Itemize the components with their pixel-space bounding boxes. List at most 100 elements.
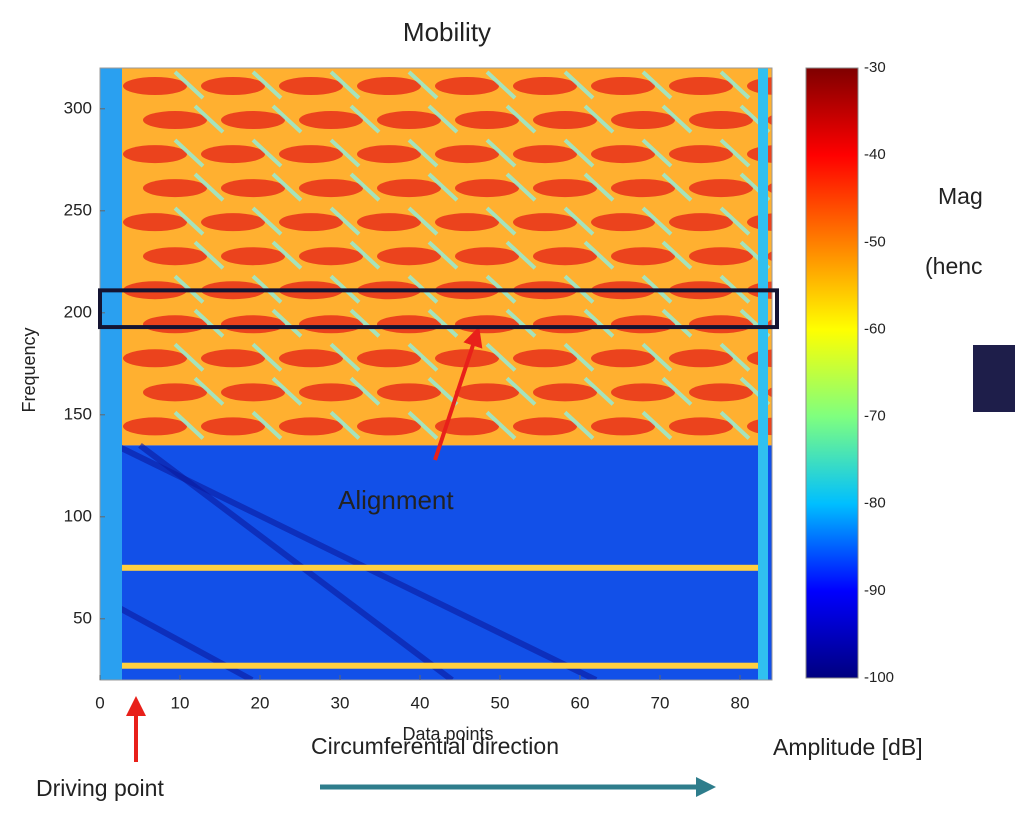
dark-box [973,345,1015,412]
y-tick-label: 200 [64,302,92,321]
annotation: Alignment [338,485,454,515]
texture [221,111,285,129]
texture [533,383,597,401]
texture [299,315,363,333]
texture [221,383,285,401]
texture [747,417,811,435]
texture [513,349,577,367]
texture [201,417,265,435]
heatmap-image [0,68,847,680]
colorbar-tick-label: -90 [864,582,886,599]
chart-title: Mobility [403,17,491,47]
texture [591,77,655,95]
texture [689,315,753,333]
texture [377,315,441,333]
y-axis-label: Frequency [19,327,39,412]
texture [357,417,421,435]
colorbar-tick-label: -30 [864,59,886,76]
texture [123,213,187,231]
texture [357,77,421,95]
colorbar-tick-label: -40 [864,146,886,163]
texture [357,145,421,163]
x-tick-label: 10 [171,693,190,712]
texture [455,179,519,197]
texture [455,247,519,265]
texture [747,213,811,231]
texture [123,349,187,367]
texture [455,111,519,129]
texture [123,77,187,95]
texture [758,68,768,680]
texture [201,145,265,163]
chart: Mobility Data points Frequency 010203040… [0,0,1015,822]
texture [455,315,519,333]
texture [533,315,597,333]
texture [120,565,762,571]
texture [143,111,207,129]
texture [611,111,675,129]
texture [611,247,675,265]
texture [357,213,421,231]
texture [201,77,265,95]
texture [591,349,655,367]
annotation: Circumferential direction [311,733,559,759]
texture [299,179,363,197]
texture [123,417,187,435]
texture [435,145,499,163]
texture [747,77,811,95]
x-tick-label: 40 [411,693,430,712]
side-text: Mag [938,183,983,209]
texture [669,213,733,231]
annotation: Driving point [36,775,164,801]
texture [669,77,733,95]
y-tick-label: 150 [64,404,92,423]
texture [221,247,285,265]
side-text: (henc [925,253,983,279]
texture [279,77,343,95]
texture [533,111,597,129]
texture [377,111,441,129]
texture [513,145,577,163]
colorbar-tick-label: -50 [864,233,886,250]
x-tick-label: 70 [651,693,670,712]
texture [299,247,363,265]
colorbar-tick-label: -80 [864,495,886,512]
texture [377,247,441,265]
texture [533,179,597,197]
x-tick-label: 60 [571,693,590,712]
texture [299,111,363,129]
colorbar-tick-label: -100 [864,669,894,686]
texture [120,663,762,669]
texture [435,77,499,95]
texture [279,145,343,163]
texture [143,315,207,333]
texture [611,383,675,401]
texture [669,417,733,435]
texture [377,383,441,401]
texture [279,213,343,231]
texture [747,145,811,163]
texture [377,179,441,197]
colorbar-tick-label: -70 [864,408,886,425]
texture [279,349,343,367]
texture [513,77,577,95]
x-tick-label: 0 [95,693,104,712]
texture [221,179,285,197]
texture [201,349,265,367]
texture [100,68,122,680]
y-tick-label: 300 [64,98,92,117]
texture [143,383,207,401]
texture [591,417,655,435]
texture [513,417,577,435]
texture [689,111,753,129]
colorbar [806,68,858,678]
colorbar-tick-label: -60 [864,320,886,337]
x-tick-label: 30 [331,693,350,712]
x-tick-label: 20 [251,693,270,712]
texture [279,417,343,435]
texture [357,349,421,367]
texture [143,179,207,197]
texture [123,145,187,163]
texture [689,383,753,401]
texture [221,315,285,333]
